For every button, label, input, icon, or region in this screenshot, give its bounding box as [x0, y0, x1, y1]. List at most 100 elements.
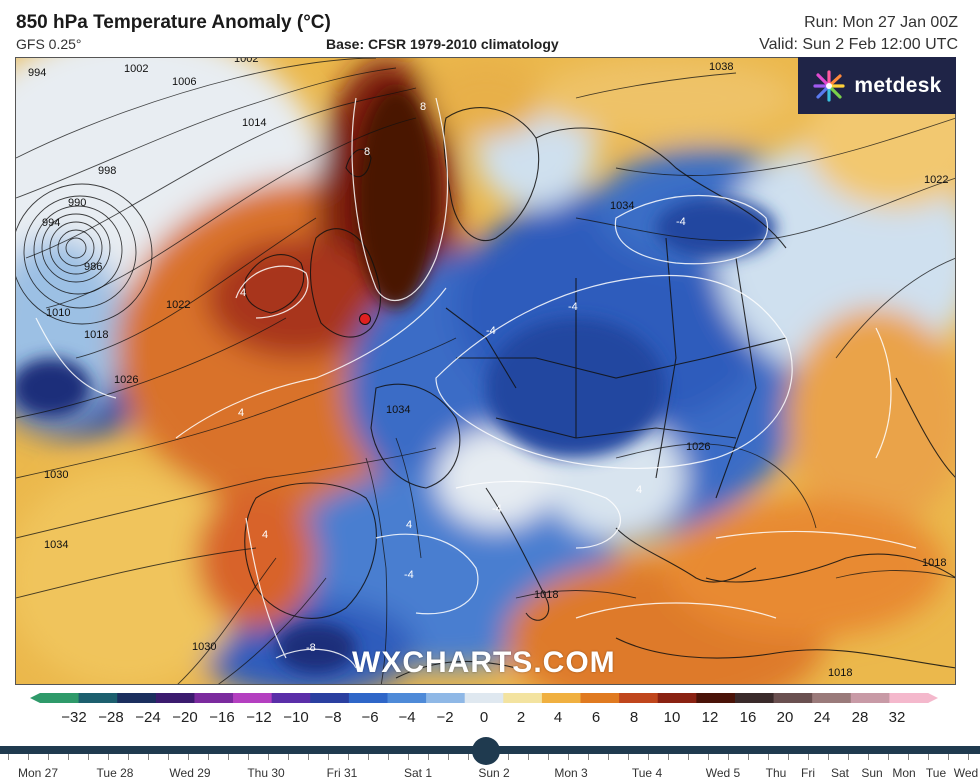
- colorbar-label: −24: [135, 709, 161, 726]
- colorbar-label: −6: [361, 709, 379, 726]
- colorbar-label: −32: [61, 709, 87, 726]
- red-location-marker[interactable]: [359, 313, 371, 325]
- timeline-tick: [248, 754, 249, 760]
- timeline-day[interactable]: Thu 30: [247, 766, 285, 780]
- isobar-label: 986: [84, 261, 102, 273]
- timeline-tick: [688, 754, 689, 760]
- colorbar-cell: [541, 693, 582, 703]
- anomaly-contour-label: 8: [364, 146, 370, 158]
- timeline-day[interactable]: Tue: [925, 766, 947, 780]
- timeline-day[interactable]: Wed: [953, 766, 979, 780]
- timeline-tick: [608, 754, 609, 760]
- colorbar-label: 20: [776, 709, 794, 726]
- colorbar-cell: [696, 693, 736, 703]
- timeline-tick: [48, 754, 49, 760]
- contour-labels: 8 8 4 4 -4 -4 -4 -4 -4 -8 4 4 4: [238, 101, 686, 654]
- anomaly-map: 994 1002 1002 1006 1014 1038 998 990 994 986 1010 1…: [15, 57, 956, 685]
- timeline-tick: [408, 754, 409, 760]
- timeline-day[interactable]: Fri 31: [326, 766, 358, 780]
- timeline-day[interactable]: Mon 3: [554, 766, 588, 780]
- timeline-day[interactable]: Sun: [861, 766, 883, 780]
- timeline-day[interactable]: Thu: [765, 766, 787, 780]
- colorbar-label: 12: [701, 709, 719, 726]
- timeline-tick: [748, 754, 749, 760]
- timeline-tick: [908, 754, 909, 760]
- isobar-label: 1018: [84, 329, 108, 341]
- timeline-day[interactable]: Sat: [830, 766, 850, 780]
- isobar-label: 1014: [242, 117, 266, 129]
- isobar-label: 1034: [386, 404, 410, 416]
- isobar-label: 1002: [124, 63, 148, 75]
- base-climatology: Base: CFSR 1979-2010 climatology: [326, 36, 559, 52]
- timeline-tick: [108, 754, 109, 760]
- anomaly-contour-label: 4: [238, 407, 244, 419]
- timeline-tick: [848, 754, 849, 760]
- isobar-label: 1030: [44, 469, 68, 481]
- timeline-tick: [968, 754, 969, 760]
- timeline-day[interactable]: Sun 2: [478, 766, 510, 780]
- timeline-day[interactable]: Fri: [801, 766, 815, 780]
- timeline-day[interactable]: Sat 1: [403, 766, 433, 780]
- timeline-day[interactable]: Wed 29: [169, 766, 211, 780]
- colorbar: [30, 693, 938, 703]
- colorbar-label: 0: [479, 709, 489, 726]
- timeline-tick: [548, 754, 549, 760]
- metdesk-logo[interactable]: metdesk: [798, 57, 956, 114]
- timeline-tick: [808, 754, 809, 760]
- colorbar-cell: [271, 693, 311, 703]
- colorbar-cell: [155, 693, 195, 703]
- timeline-tick: [948, 754, 949, 760]
- anomaly-contour-label: -4: [676, 216, 686, 228]
- timeline-tick: [588, 754, 589, 760]
- colorbar-cell: [310, 693, 350, 703]
- colorbar-label: −10: [283, 709, 309, 726]
- timeline-tick: [308, 754, 309, 760]
- isobar-label: 994: [42, 217, 60, 229]
- timeline-tick: [828, 754, 829, 760]
- colorbar-cell: [850, 693, 890, 703]
- anomaly-contour-label: -4: [486, 325, 496, 337]
- anomaly-contour-label: 4: [262, 529, 268, 541]
- timeline-ticks: [0, 754, 980, 760]
- timeline-tick: [448, 754, 449, 760]
- colorbar-cell: [812, 693, 852, 703]
- isobar-label: 1022: [166, 299, 190, 311]
- colorbar-min-arrow: [30, 693, 40, 703]
- timeline-tick: [168, 754, 169, 760]
- timeline-day[interactable]: Tue 28: [96, 766, 134, 780]
- isobar-label: 1018: [534, 589, 558, 601]
- colorbar-label: 2: [516, 709, 526, 726]
- timeline-tick: [868, 754, 869, 760]
- isobar-label: 1026: [686, 441, 710, 453]
- colorbar-cell: [233, 693, 273, 703]
- colorbar-labels: −32 −28 −24 −20 −16 −12 −10 −8 −6 −4 −2 0 2 4 6 8 10 12 16…: [0, 709, 980, 729]
- timeline-tick: [768, 754, 769, 760]
- anomaly-contour-label: 4: [240, 287, 246, 299]
- colorbar-cell: [78, 693, 118, 703]
- timeline-day[interactable]: Mon: [892, 766, 916, 780]
- timeline-tick: [428, 754, 429, 760]
- isobar-label: 1002: [234, 58, 258, 65]
- isobar-label: 1038: [709, 61, 733, 73]
- isobar-label: 1010: [46, 307, 70, 319]
- colorbar-label: 4: [553, 709, 563, 726]
- colorbar-cell: [40, 693, 80, 703]
- timeline-day[interactable]: Tue 4: [631, 766, 663, 780]
- anomaly-contour-label: 4: [636, 484, 642, 496]
- colorbar-cell: [734, 693, 775, 703]
- isobar-label: 1022: [924, 174, 948, 186]
- metdesk-logo-text: metdesk: [854, 73, 942, 97]
- timeline-tick: [728, 754, 729, 760]
- colorbar-cell: [580, 693, 620, 703]
- isobar-label: 1034: [44, 539, 68, 551]
- anomaly-contour-label: -8: [306, 642, 316, 654]
- isobar-labels: 994 1002 1002 1006 1014 1038 998 990 994 986 1010 1…: [28, 58, 948, 679]
- isobar-label: 990: [68, 197, 86, 209]
- timeline-day[interactable]: Wed 5: [705, 766, 741, 780]
- wxcharts-watermark: WXCHARTS.COM: [352, 646, 616, 679]
- timeline-tick: [708, 754, 709, 760]
- timeline-slider-handle[interactable]: [472, 737, 500, 765]
- isobar-label: 1034: [610, 200, 634, 212]
- timeline-day[interactable]: Mon 27: [17, 766, 59, 780]
- map-graphic: 994 1002 1002 1006 1014 1038 998 990 994 986 1010 1…: [16, 58, 955, 684]
